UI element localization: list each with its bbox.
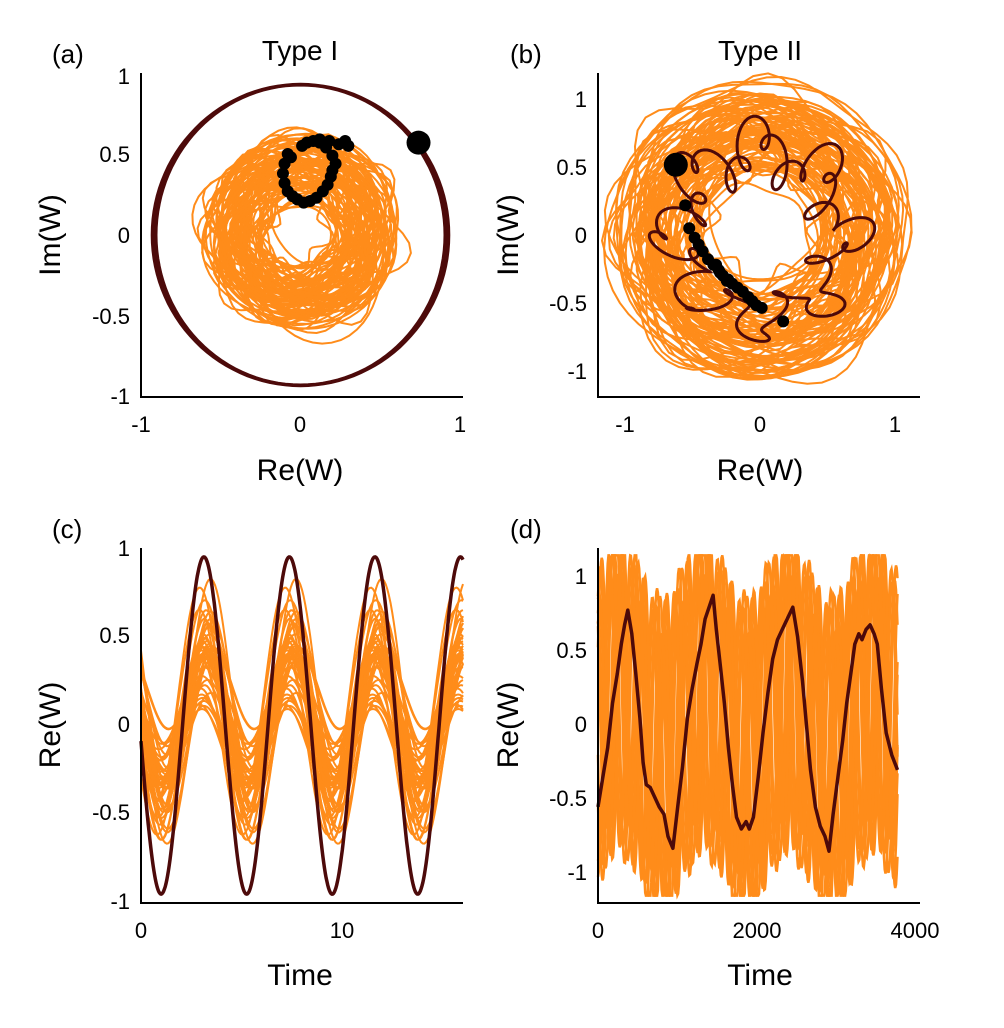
oscillator-dot bbox=[683, 222, 696, 235]
panel-c: (c) 0 10 1 0.5 0 -0.5 -1 Time Re(W) bbox=[34, 514, 465, 992]
panel-b-xtick-1: -1 bbox=[615, 412, 635, 437]
cloud-trajectory bbox=[607, 100, 899, 370]
panel-b-ytick-3: 0 bbox=[575, 223, 587, 248]
mean-field-trace bbox=[139, 555, 465, 896]
oscillator-trace bbox=[140, 647, 464, 731]
panel-d-xlabel: Time bbox=[727, 959, 793, 992]
panel-d: (d) 0 2000 4000 1 0.5 0 -0.5 -1 Time Re(… bbox=[492, 514, 939, 992]
panel-d-ytick-1: 1 bbox=[575, 564, 587, 589]
panel-d-ylabel: Re(W) bbox=[492, 682, 525, 769]
oscillator-trace bbox=[140, 687, 464, 800]
panel-b-label: (b) bbox=[510, 39, 542, 69]
cloud-trajectory bbox=[633, 116, 904, 372]
panel-b-ytick-5: -1 bbox=[567, 359, 587, 384]
panel-d-xtick-2: 2000 bbox=[733, 918, 782, 943]
panel-d-label: (d) bbox=[510, 514, 542, 544]
panel-a-xtick-3: 1 bbox=[454, 412, 466, 437]
panel-a-data bbox=[150, 82, 451, 388]
panel-a-ylabel: Im(W) bbox=[34, 194, 67, 276]
oscillator-dot bbox=[326, 149, 339, 162]
oscillator-dot bbox=[679, 199, 692, 212]
cloud-trajectory bbox=[628, 111, 896, 380]
panel-a-label: (a) bbox=[52, 39, 84, 69]
panel-a-ytick-3: 0 bbox=[118, 223, 130, 248]
panel-c-data bbox=[139, 555, 465, 896]
panel-d-xtick-1: 0 bbox=[592, 918, 604, 943]
cloud-trajectory bbox=[694, 149, 834, 298]
mean-field-trace bbox=[596, 593, 900, 853]
panel-b-ytick-4: -0.5 bbox=[549, 291, 587, 316]
panel-a-axes bbox=[140, 73, 463, 398]
cloud-trajectory bbox=[600, 72, 900, 373]
panel-b-axes bbox=[597, 73, 920, 398]
panel-c-ytick-2: 0.5 bbox=[99, 623, 130, 648]
panel-b-title: Type II bbox=[718, 35, 802, 66]
panel-a-title: Type I bbox=[262, 35, 338, 66]
panel-c-xtick-2: 10 bbox=[330, 918, 354, 943]
panel-b-data bbox=[600, 72, 913, 385]
oscillator-dot bbox=[714, 266, 727, 279]
panel-b: (b) Type II -1 0 1 1 0.5 0 -0.5 -1 Re(W)… bbox=[492, 35, 920, 487]
panel-a: (a) Type I -1 0 1 1 0.5 0 -0.5 -1 Re(W) … bbox=[34, 35, 466, 487]
cloud-trajectory bbox=[639, 105, 875, 336]
cloud-trajectory bbox=[230, 151, 393, 317]
mean-field-dot bbox=[406, 130, 431, 155]
panel-a-xlabel: Re(W) bbox=[257, 454, 344, 487]
panel-b-xtick-3: 1 bbox=[889, 412, 901, 437]
panel-c-ytick-1: 1 bbox=[118, 536, 130, 561]
oscillator-dot bbox=[720, 274, 733, 287]
oscillator-dot bbox=[323, 135, 336, 148]
panel-a-ytick-1: 1 bbox=[118, 64, 130, 89]
panel-a-xtick-1: -1 bbox=[131, 412, 151, 437]
panel-c-xlabel: Time bbox=[267, 959, 333, 992]
oscillator-dot bbox=[284, 151, 297, 164]
panel-a-ytick-4: -0.5 bbox=[92, 304, 130, 329]
panel-c-ytick-5: -1 bbox=[110, 889, 130, 914]
oscillator-trace bbox=[140, 674, 464, 751]
cloud-trajectory bbox=[667, 160, 842, 333]
oscillator-dot bbox=[276, 167, 289, 180]
panel-d-ytick-4: -0.5 bbox=[549, 786, 587, 811]
panel-c-axes bbox=[140, 548, 463, 904]
panel-d-ytick-2: 0.5 bbox=[556, 638, 587, 663]
mean-field-orbit bbox=[154, 83, 447, 387]
panel-d-xtick-3: 4000 bbox=[891, 918, 940, 943]
mean-field-orbit bbox=[647, 114, 877, 343]
oscillator-dot bbox=[777, 315, 790, 328]
panel-a-ytick-5: -1 bbox=[110, 384, 130, 409]
cloud-trajectory bbox=[615, 82, 905, 372]
panel-c-ylabel: Re(W) bbox=[34, 682, 67, 769]
oscillator-dot bbox=[296, 139, 309, 152]
panel-d-ytick-5: -1 bbox=[567, 860, 587, 885]
cloud-trajectory bbox=[224, 175, 351, 303]
panel-d-ytick-3: 0 bbox=[575, 712, 587, 737]
cloud-trajectory bbox=[629, 99, 894, 377]
panel-d-data bbox=[596, 552, 900, 900]
panel-b-xlabel: Re(W) bbox=[717, 454, 804, 487]
panel-c-xtick-1: 0 bbox=[135, 918, 147, 943]
oscillator-dot bbox=[755, 301, 768, 314]
cloud-trajectory bbox=[656, 141, 844, 336]
oscillator-trace bbox=[140, 658, 464, 808]
mean-field-dot bbox=[663, 152, 688, 177]
panel-b-ytick-1: 1 bbox=[575, 87, 587, 112]
panel-a-ytick-2: 0.5 bbox=[99, 142, 130, 167]
panel-c-label: (c) bbox=[52, 514, 82, 544]
panel-a-xtick-2: 0 bbox=[294, 412, 306, 437]
panel-d-axes bbox=[597, 548, 920, 904]
panel-c-ytick-4: -0.5 bbox=[92, 800, 130, 825]
panel-c-ytick-3: 0 bbox=[118, 712, 130, 737]
panel-b-xtick-2: 0 bbox=[754, 412, 766, 437]
panel-b-ytick-2: 0.5 bbox=[556, 155, 587, 180]
oscillator-dot bbox=[313, 133, 326, 146]
oscillator-dot bbox=[342, 139, 355, 152]
oscillator-trace bbox=[596, 554, 899, 897]
panel-b-ylabel: Im(W) bbox=[492, 194, 525, 276]
oscillator-trace bbox=[140, 656, 464, 819]
